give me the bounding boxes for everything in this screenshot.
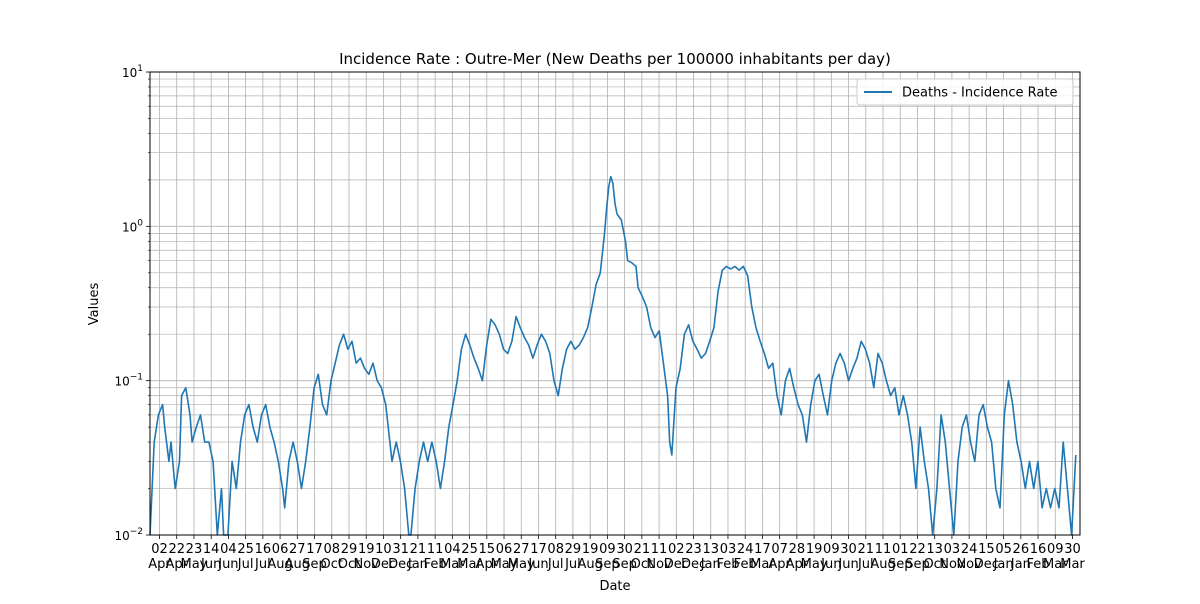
- x-tick-label: 13 Oct: [923, 542, 945, 572]
- x-tick-label: 15 Apr: [476, 542, 499, 572]
- x-tick-label: 05 Jan: [993, 542, 1014, 572]
- x-tick-label: 02 Dec: [664, 542, 689, 572]
- x-tick-label: 16 Jul: [254, 542, 271, 572]
- series-line: [149, 175, 1077, 536]
- x-tick-label: 19 Aug: [577, 542, 602, 572]
- x-tick-label: 04 Jun: [217, 542, 238, 572]
- x-tick-label: 09 Mar: [1043, 542, 1068, 572]
- x-tick-label: 14 Jun: [200, 542, 221, 572]
- x-tick-label: 07 Apr: [768, 542, 791, 572]
- x-tick-label: 29 Oct: [338, 542, 360, 572]
- x-tick-label: 19 May: [801, 542, 828, 572]
- y-tick-label: 10−1: [114, 373, 143, 389]
- x-tick-label: 22 Apr: [165, 542, 188, 572]
- x-tick-label: 10 Dec: [371, 542, 396, 572]
- x-tick-label: 27 Aug: [285, 542, 310, 572]
- x-tick-label: 11 Aug: [870, 542, 895, 572]
- x-tick-label: 19 Nov: [354, 542, 380, 572]
- x-tick-label: 29 Jul: [564, 542, 581, 572]
- x-tick-label: 09 Sep: [595, 542, 620, 572]
- x-axis-label: Date: [599, 579, 630, 594]
- x-tick-label: 31 Dec: [388, 542, 413, 572]
- x-tick-label: 30 Jun: [837, 542, 858, 572]
- y-tick-label: 100: [122, 218, 143, 234]
- x-tick-label: 03 Feb: [716, 542, 739, 572]
- x-tick-label: 17 Sep: [302, 542, 327, 572]
- x-tick-label: 24 Nov: [956, 542, 982, 572]
- x-tick-label: 13 Jan: [700, 542, 721, 572]
- y-axis-label: Values: [87, 283, 102, 326]
- x-tick-label: 17 Mar: [750, 542, 775, 572]
- x-tick-label: 30 Sep: [612, 542, 637, 572]
- x-tick-label: 30 Mar: [1060, 542, 1085, 572]
- x-tick-label: 25 Mar: [457, 542, 482, 572]
- legend-label: Deaths - Incidence Rate: [902, 86, 1057, 101]
- x-tick-label: 27 May: [508, 542, 535, 572]
- x-tick-label: 21 Jul: [857, 542, 874, 572]
- x-tick-label: 23 May: [181, 542, 208, 572]
- grid: [150, 72, 1080, 536]
- x-tick-label: 11 Nov: [646, 542, 672, 572]
- x-tick-label: 16 Feb: [1027, 542, 1050, 572]
- x-tick-label: 22 Sep: [905, 542, 930, 572]
- x-tick-label: 23 Dec: [681, 542, 706, 572]
- y-tick-label: 10−2: [114, 527, 143, 543]
- x-tick-label: 21 Jan: [407, 542, 428, 572]
- plot-area-frame: [149, 71, 1081, 536]
- x-tick-label: 06 May: [491, 542, 518, 572]
- x-tick-label: 02 Apr: [148, 542, 171, 572]
- x-tick-label: 15 Dec: [974, 542, 999, 572]
- x-tick-label: 08 Jul: [547, 542, 564, 572]
- x-tick-label: 03 Nov: [939, 542, 965, 572]
- x-tick-label: 24 Feb: [734, 542, 757, 572]
- x-tick-label: 09 Jun: [820, 542, 841, 572]
- series-layer: [149, 175, 1077, 536]
- x-tick-label: 28 Apr: [786, 542, 809, 572]
- x-tick-label: 11 Feb: [424, 542, 447, 572]
- y-tick-label: 101: [122, 64, 143, 80]
- y-axis-ticks: 10−2 10−1 100 101: [114, 64, 150, 543]
- legend-box: [856, 78, 1074, 106]
- x-tick-label: 01 Sep: [888, 542, 913, 572]
- legend: Deaths - Incidence Rate: [856, 78, 1074, 106]
- chart-title: Incidence Rate : Outre-Mer (New Deaths p…: [339, 50, 891, 68]
- x-tick-label: 26 Jan: [1010, 542, 1031, 572]
- x-tick-label: 06 Aug: [267, 542, 292, 572]
- x-tick-label: 25 Jul: [237, 542, 254, 572]
- x-tick-label: 17 Jun: [527, 542, 548, 572]
- x-tick-label: 21 Oct: [631, 542, 653, 572]
- x-tick-label: 08 Oct: [321, 542, 343, 572]
- x-tick-label: 04 Mar: [440, 542, 465, 572]
